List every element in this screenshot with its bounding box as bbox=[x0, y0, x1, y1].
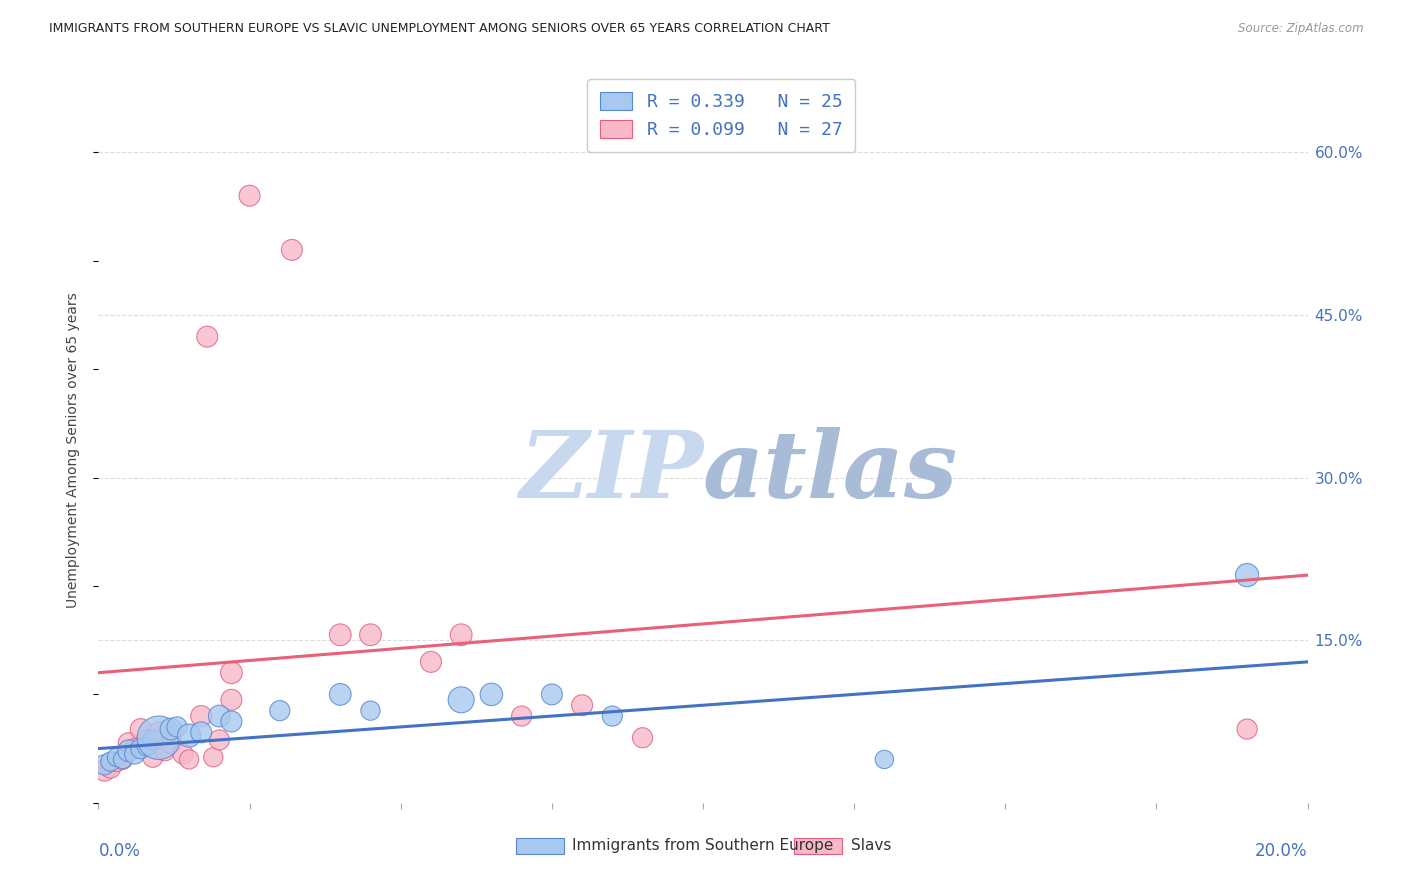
Point bbox=[93, 757, 115, 772]
Y-axis label: Unemployment Among Seniors over 65 years: Unemployment Among Seniors over 65 years bbox=[66, 293, 80, 608]
Point bbox=[221, 665, 243, 680]
Point bbox=[420, 655, 443, 669]
Point bbox=[190, 709, 212, 723]
FancyBboxPatch shape bbox=[516, 838, 564, 854]
Point bbox=[179, 729, 201, 743]
Legend: R = 0.339   N = 25, R = 0.099   N = 27: R = 0.339 N = 25, R = 0.099 N = 27 bbox=[588, 79, 855, 152]
Point bbox=[153, 744, 176, 758]
Point bbox=[450, 693, 472, 707]
Point bbox=[602, 709, 624, 723]
Point bbox=[142, 750, 165, 764]
Text: Source: ZipAtlas.com: Source: ZipAtlas.com bbox=[1239, 22, 1364, 36]
Text: 20.0%: 20.0% bbox=[1256, 841, 1308, 860]
Point bbox=[135, 733, 157, 747]
FancyBboxPatch shape bbox=[793, 838, 842, 854]
Point bbox=[105, 755, 128, 769]
Text: IMMIGRANTS FROM SOUTHERN EUROPE VS SLAVIC UNEMPLOYMENT AMONG SENIORS OVER 65 YEA: IMMIGRANTS FROM SOUTHERN EUROPE VS SLAVI… bbox=[49, 22, 830, 36]
Point bbox=[148, 731, 170, 745]
Point bbox=[239, 188, 262, 202]
Point bbox=[190, 725, 212, 739]
Point bbox=[148, 725, 170, 739]
Point bbox=[571, 698, 593, 713]
Text: ZIP: ZIP bbox=[519, 426, 703, 516]
Point bbox=[221, 714, 243, 729]
Point bbox=[360, 704, 382, 718]
Point bbox=[195, 329, 218, 343]
Point bbox=[124, 747, 146, 761]
Text: 0.0%: 0.0% bbox=[98, 841, 141, 860]
Point bbox=[281, 243, 304, 257]
Point bbox=[208, 709, 231, 723]
Point bbox=[221, 693, 243, 707]
Point bbox=[135, 739, 157, 754]
Point bbox=[111, 752, 134, 766]
Point bbox=[124, 741, 146, 756]
Point bbox=[118, 736, 141, 750]
Point bbox=[160, 722, 183, 736]
Point bbox=[129, 722, 152, 736]
Point bbox=[105, 750, 128, 764]
Text: Immigrants from Southern Europe: Immigrants from Southern Europe bbox=[572, 838, 834, 853]
Point bbox=[1236, 568, 1258, 582]
Point bbox=[142, 733, 165, 747]
Point bbox=[631, 731, 654, 745]
Point bbox=[160, 736, 183, 750]
Point bbox=[100, 755, 122, 769]
Point bbox=[510, 709, 533, 723]
Point bbox=[540, 687, 562, 701]
Text: atlas: atlas bbox=[703, 426, 959, 516]
Text: Slavs: Slavs bbox=[851, 838, 891, 853]
Point bbox=[172, 747, 194, 761]
Point bbox=[450, 628, 472, 642]
Point bbox=[111, 752, 134, 766]
Point bbox=[129, 741, 152, 756]
Point bbox=[1236, 722, 1258, 736]
Point bbox=[329, 628, 352, 642]
Point bbox=[360, 628, 382, 642]
Point bbox=[93, 764, 115, 778]
Point bbox=[873, 752, 896, 766]
Point bbox=[166, 720, 188, 734]
Point bbox=[208, 733, 231, 747]
Point bbox=[329, 687, 352, 701]
Point bbox=[100, 761, 122, 775]
Point bbox=[202, 750, 225, 764]
Point bbox=[179, 752, 201, 766]
Point bbox=[481, 687, 503, 701]
Point bbox=[118, 744, 141, 758]
Point bbox=[269, 704, 291, 718]
